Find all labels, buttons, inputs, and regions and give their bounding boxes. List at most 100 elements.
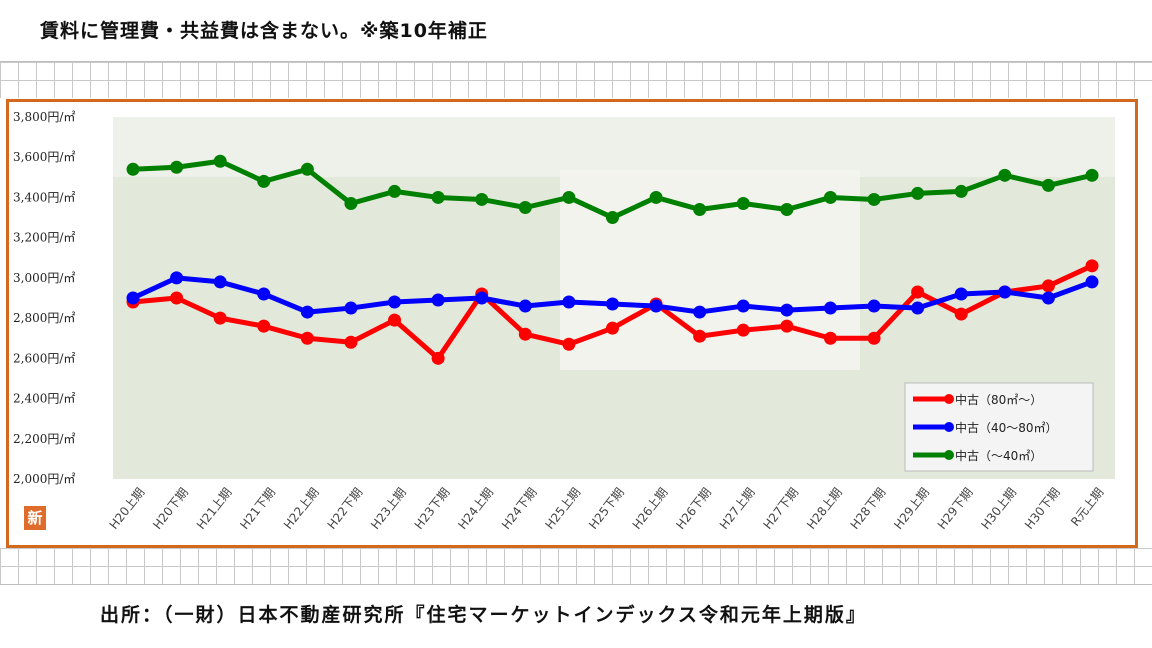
data-point	[257, 287, 271, 301]
data-point	[170, 291, 184, 305]
x-tick-label: H30下期	[1022, 485, 1063, 532]
data-point	[388, 184, 402, 198]
data-point	[518, 299, 532, 313]
x-tick-label: H27上期	[717, 485, 758, 532]
x-tick-label: R元上期	[1068, 485, 1106, 529]
data-point	[867, 331, 881, 345]
legend-swatch-marker	[944, 422, 954, 432]
x-tick-label: H21下期	[237, 485, 278, 532]
data-point	[388, 295, 402, 309]
data-point	[736, 323, 750, 337]
y-tick-label: 2,000円/㎡	[13, 472, 75, 486]
legend-label: 中古（40～80㎡）	[955, 420, 1058, 435]
legend-label: 中古（80㎡～）	[955, 392, 1042, 407]
legend-swatch-marker	[944, 450, 954, 460]
data-point	[1041, 279, 1055, 293]
x-tick-label: H24下期	[499, 485, 540, 532]
y-tick-label: 2,200円/㎡	[13, 432, 75, 446]
grid-band-bottom	[0, 548, 1152, 584]
data-point	[518, 327, 532, 341]
x-tick-label: H29下期	[935, 485, 976, 532]
data-point	[126, 291, 140, 305]
x-tick-label: H24上期	[455, 485, 496, 532]
data-point	[475, 192, 489, 206]
data-point	[1085, 168, 1099, 182]
data-point	[562, 337, 576, 351]
data-point	[736, 299, 750, 313]
data-point	[300, 162, 314, 176]
x-tick-label: H28下期	[848, 485, 889, 532]
data-point	[867, 192, 881, 206]
x-tick-label: H28上期	[804, 485, 845, 532]
x-tick-label: H27下期	[760, 485, 801, 532]
data-point	[213, 275, 227, 289]
data-point	[300, 331, 314, 345]
x-tick-label: H26下期	[673, 485, 714, 532]
data-point	[736, 196, 750, 210]
data-point	[518, 201, 532, 214]
x-tick-label: H22下期	[325, 485, 366, 532]
source-text: 出所：（一財）日本不動産研究所『住宅マーケットインデックス令和元年上期版』	[100, 604, 867, 626]
data-point	[1041, 178, 1055, 192]
data-point	[911, 186, 925, 200]
data-point	[300, 305, 314, 319]
y-tick-label: 3,200円/㎡	[13, 231, 75, 245]
new-badge: 新	[24, 506, 46, 530]
x-tick-label: H29上期	[891, 485, 932, 532]
data-point	[998, 285, 1012, 299]
data-point	[170, 160, 184, 174]
y-tick-label: 3,000円/㎡	[13, 271, 75, 285]
data-point	[606, 297, 619, 311]
note-text: 賃料に管理費・共益費は含まない。※築10年補正	[40, 20, 488, 42]
legend-label: 中古（～40㎡）	[955, 448, 1042, 463]
y-tick-label: 2,600円/㎡	[13, 351, 75, 365]
data-point	[562, 295, 576, 309]
data-point	[649, 299, 663, 313]
x-tick-label: H20下期	[150, 485, 191, 532]
x-tick-label: H25上期	[543, 485, 584, 532]
y-tick-label: 3,800円/㎡	[13, 110, 75, 124]
data-point	[693, 329, 707, 343]
divider-bottom	[0, 584, 1152, 585]
data-point	[170, 271, 184, 285]
data-point	[1085, 275, 1099, 289]
data-point	[344, 335, 358, 349]
data-point	[780, 303, 794, 317]
data-point	[126, 162, 140, 176]
y-tick-label: 2,400円/㎡	[13, 392, 75, 406]
data-point	[1085, 259, 1099, 273]
data-point	[649, 190, 663, 204]
x-tick-label: H26上期	[630, 485, 671, 532]
x-tick-label: H20上期	[107, 485, 148, 532]
data-point	[213, 311, 227, 325]
data-point	[911, 285, 925, 299]
grid-band-top	[0, 62, 1152, 98]
data-point	[823, 331, 837, 345]
x-tick-label: H30上期	[978, 485, 1019, 532]
x-tick-label: H25下期	[586, 485, 627, 532]
y-tick-label: 2,800円/㎡	[13, 311, 75, 325]
data-point	[954, 287, 968, 301]
y-tick-label: 3,400円/㎡	[13, 190, 75, 204]
x-tick-label: H22上期	[281, 485, 322, 532]
data-point	[1041, 291, 1055, 305]
data-point	[388, 313, 402, 327]
data-point	[606, 211, 619, 225]
data-point	[213, 154, 227, 168]
data-point	[257, 319, 271, 333]
legend-swatch-marker	[944, 394, 954, 404]
data-point	[954, 184, 968, 198]
data-point	[257, 174, 271, 188]
data-point	[998, 168, 1012, 182]
y-tick-label: 3,600円/㎡	[13, 150, 75, 164]
data-point	[562, 190, 576, 204]
x-tick-label: H23下期	[412, 485, 453, 532]
x-tick-label: H21上期	[194, 485, 235, 532]
data-point	[823, 301, 837, 315]
data-point	[344, 196, 358, 210]
data-point	[431, 293, 445, 307]
data-point	[911, 301, 925, 315]
data-point	[431, 351, 445, 365]
data-point	[693, 203, 707, 217]
